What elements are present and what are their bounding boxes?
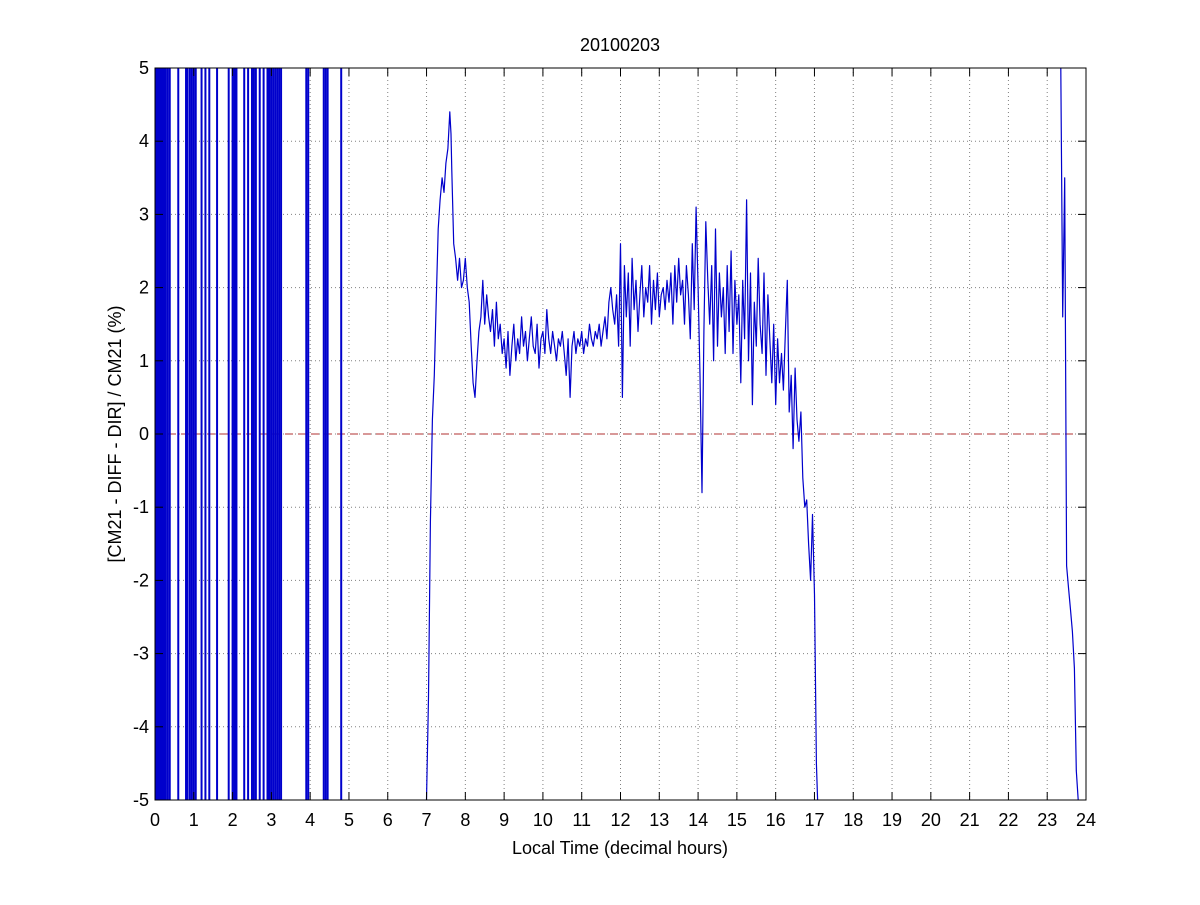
x-tick-label: 21 [960, 810, 980, 830]
x-tick-label: 18 [843, 810, 863, 830]
y-tick-label: 3 [139, 204, 149, 224]
series-line [425, 111, 819, 801]
y-tick-label: -1 [133, 497, 149, 517]
x-tick-label: 1 [189, 810, 199, 830]
y-tick-label: 5 [139, 58, 149, 78]
x-tick-label: 12 [610, 810, 630, 830]
x-tick-label: 4 [305, 810, 315, 830]
series-line [1060, 67, 1079, 801]
y-tick-label: -5 [133, 790, 149, 810]
x-tick-label: 16 [766, 810, 786, 830]
x-tick-label: 23 [1037, 810, 1057, 830]
x-tick-label: 6 [383, 810, 393, 830]
x-tick-label: 0 [150, 810, 160, 830]
x-tick-label: 11 [572, 810, 591, 830]
x-axis-label: Local Time (decimal hours) [512, 838, 728, 858]
y-tick-label: -4 [133, 717, 149, 737]
x-tick-label: 3 [266, 810, 276, 830]
x-tick-label: 2 [228, 810, 238, 830]
x-tick-label: 15 [727, 810, 747, 830]
y-tick-label: 4 [139, 131, 149, 151]
x-tick-label: 5 [344, 810, 354, 830]
x-tick-label: 14 [688, 810, 708, 830]
x-tick-label: 20 [921, 810, 941, 830]
x-tick-label: 8 [460, 810, 470, 830]
x-tick-label: 19 [882, 810, 902, 830]
x-tick-label: 17 [804, 810, 824, 830]
x-tick-label: 24 [1076, 810, 1096, 830]
y-tick-label: -3 [133, 644, 149, 664]
x-tick-label: 22 [998, 810, 1018, 830]
y-tick-label: 1 [139, 351, 149, 371]
y-axis-label: [CM21 - DIFF - DIR] / CM21 (%) [105, 305, 125, 562]
y-tick-label: 0 [139, 424, 149, 444]
y-tick-label: -2 [133, 570, 149, 590]
y-tick-label: 2 [139, 278, 149, 298]
x-tick-label: 7 [422, 810, 432, 830]
x-tick-label: 13 [649, 810, 669, 830]
chart-title: 20100203 [580, 35, 660, 55]
x-tick-label: 10 [533, 810, 553, 830]
x-tick-label: 9 [499, 810, 509, 830]
